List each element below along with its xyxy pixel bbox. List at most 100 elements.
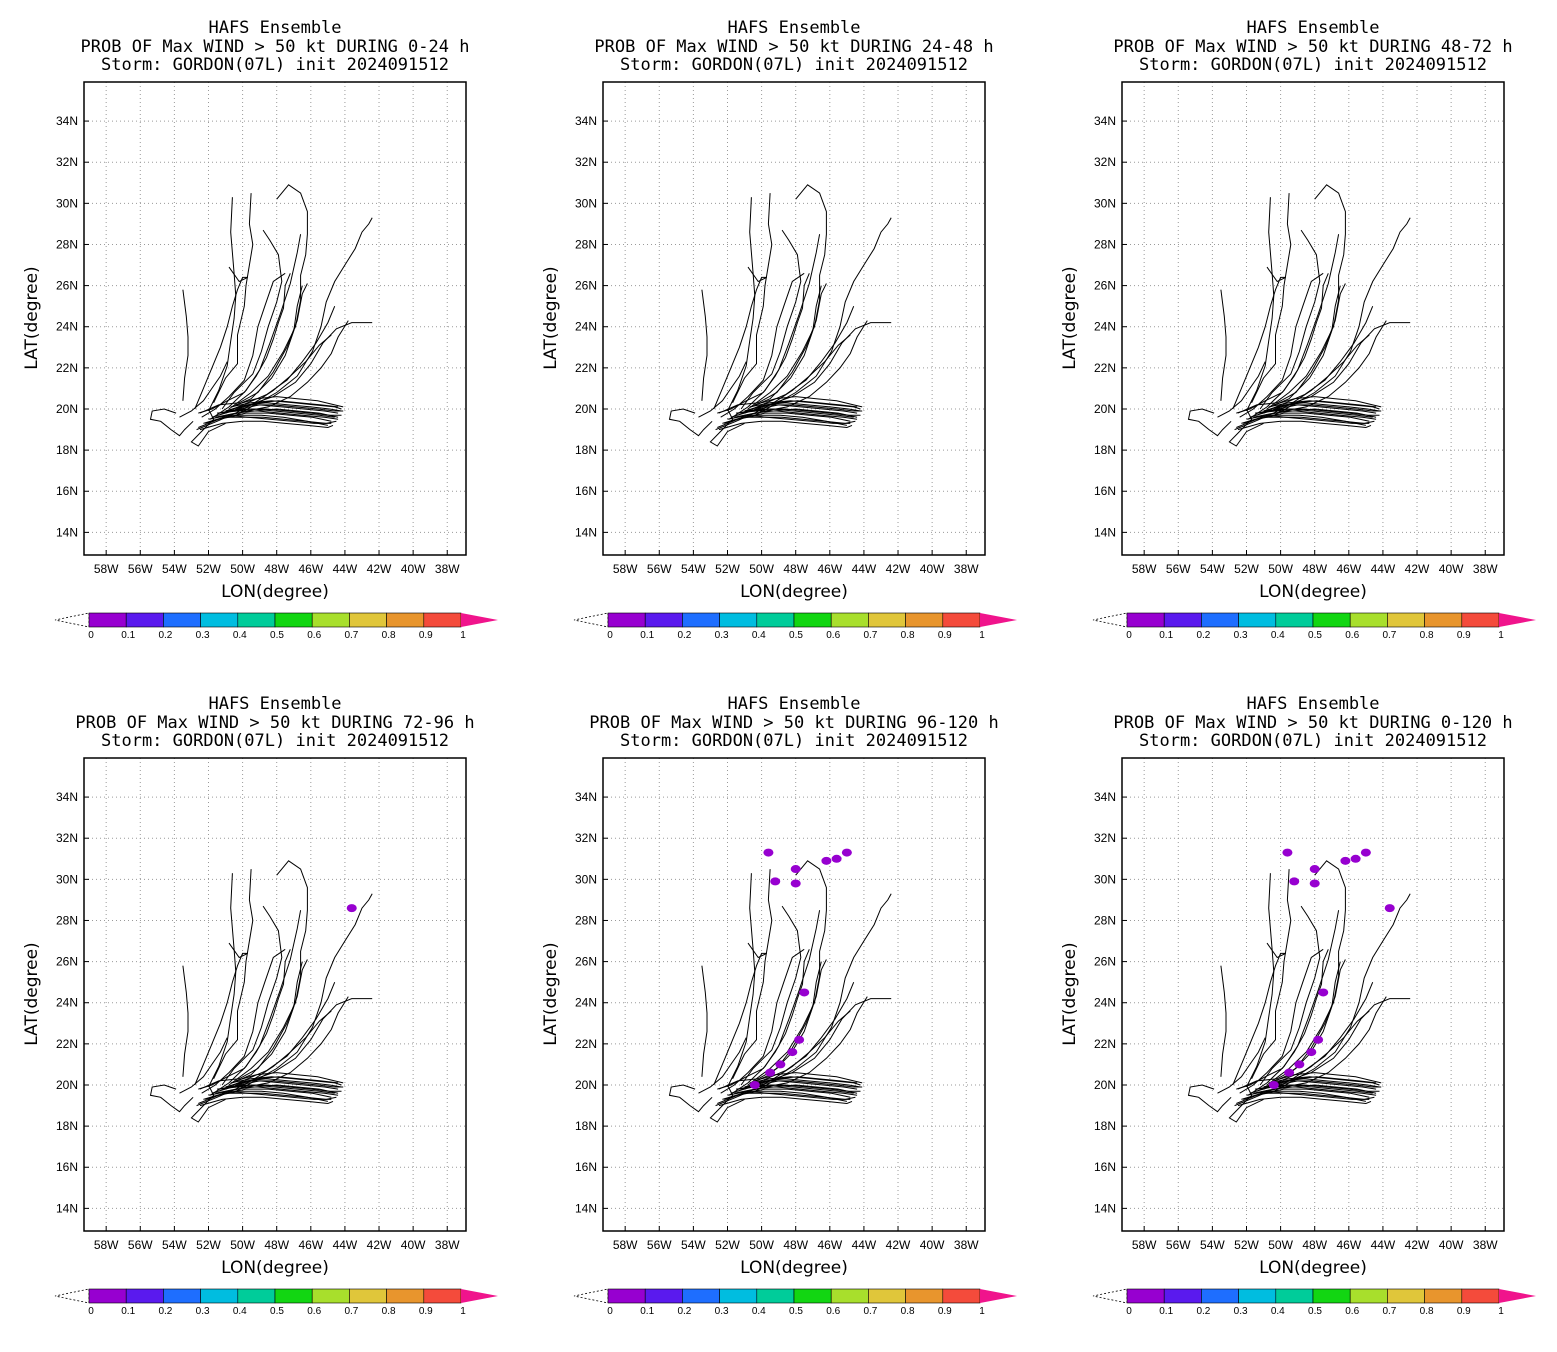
colorbar-label: 0 [1126, 1306, 1132, 1317]
colorbar-segment [274, 612, 313, 628]
colorbar-overflow-arrow [1499, 1289, 1536, 1303]
colorbar-label: 0.7 [1382, 630, 1396, 641]
colorbar-label: 0.3 [715, 630, 729, 641]
track-line [1270, 285, 1341, 408]
y-tick-label: 26N [575, 955, 597, 969]
colorbar-segment [719, 612, 758, 628]
colorbar-label: 0.7 [344, 630, 358, 641]
y-axis-label: LAT(degree) [22, 266, 42, 369]
x-tick-label: 38W [1473, 1238, 1498, 1252]
x-tick-label: 48W [1302, 1238, 1327, 1252]
probability-blob [1282, 848, 1293, 857]
track-line [698, 1037, 747, 1094]
probability-blob [1384, 904, 1395, 913]
track-line [228, 860, 308, 1086]
track-line [728, 910, 821, 1096]
y-tick-label: 30N [56, 872, 78, 886]
colorbar-segment [1201, 612, 1239, 628]
colorbar-label: 0.7 [863, 1306, 877, 1317]
colorbar-label: 0.4 [752, 630, 766, 641]
panel-title: HAFS Ensemble [1246, 694, 1379, 714]
x-tick-label: 52W [1234, 1238, 1259, 1252]
track-line [1254, 410, 1377, 420]
x-tick-label: 54W [1200, 1238, 1225, 1252]
x-tick-label: 42W [367, 562, 392, 576]
y-tick-label: 24N [1094, 320, 1116, 334]
plot-frame [1121, 757, 1505, 1232]
track-line [1246, 873, 1275, 1088]
track-line [208, 414, 332, 424]
colorbar-label: 0.1 [1159, 1306, 1173, 1317]
track-line [232, 285, 303, 408]
track-line [149, 1084, 194, 1113]
track-line [232, 217, 373, 418]
track-line [1241, 416, 1375, 424]
colorbar-label: 0 [1126, 630, 1132, 641]
track-line [218, 982, 336, 1092]
probability-blob [749, 1080, 760, 1089]
x-tick-label: 44W [333, 1238, 358, 1252]
track-line [221, 905, 283, 1086]
y-tick-label: 20N [1094, 1078, 1116, 1092]
x-tick-label: 44W [333, 562, 358, 576]
y-tick-label: 24N [575, 320, 597, 334]
track-line [199, 420, 334, 431]
colorbar-segment [349, 612, 387, 628]
colorbar-segment [830, 1288, 869, 1304]
track-line [208, 1090, 332, 1100]
map-panel-1: HAFS Ensemble PROB OF Max WIND > 50 kt DU… [0, 0, 519, 676]
colorbar-overflow-arrow [980, 613, 1017, 627]
colorbar-overflow-arrow [461, 613, 498, 627]
colorbar-label: 0.2 [677, 1306, 691, 1317]
x-axis-label: LON(degree) [1259, 582, 1367, 602]
x-tick-label: 52W [196, 562, 221, 576]
colorbar-label: 0.1 [640, 630, 654, 641]
x-tick-label: 48W [783, 1238, 808, 1252]
track-line [747, 184, 827, 410]
x-axis-label: LON(degree) [1259, 1258, 1367, 1278]
x-tick-label: 46W [298, 1238, 323, 1252]
track-line [713, 266, 767, 410]
colorbar-label: 0.7 [344, 1306, 358, 1317]
x-tick-label: 38W [954, 562, 979, 576]
track-line [190, 408, 226, 447]
colorbar-segment [311, 612, 350, 628]
colorbar-segment [1126, 1288, 1165, 1304]
track-line [735, 410, 858, 420]
colorbar-label: 0 [607, 630, 613, 641]
track-line [1256, 404, 1377, 414]
track-line [754, 396, 863, 408]
colorbar-label: 0.4 [233, 1306, 247, 1317]
track-line [1237, 420, 1372, 431]
colorbar-segment [274, 1288, 313, 1304]
track-line [225, 1078, 342, 1088]
panel-subtitle: PROB OF Max WIND > 50 kt DURING 0-24 h [81, 37, 470, 57]
probability-blob [763, 848, 774, 857]
track-line [728, 234, 821, 420]
track-line [216, 410, 339, 420]
x-tick-label: 54W [681, 562, 706, 576]
track-line [744, 1078, 861, 1088]
y-tick-label: 18N [1094, 443, 1116, 457]
colorbar-segment [1349, 612, 1388, 628]
x-tick-label: 50W [230, 1238, 255, 1252]
x-tick-label: 56W [647, 1238, 672, 1252]
track-line [232, 404, 344, 412]
colorbar-segment [163, 612, 201, 628]
map-panel-5: HAFS Ensemble PROB OF Max WIND > 50 kt DU… [519, 676, 1038, 1352]
track-line [713, 942, 767, 1086]
x-tick-label: 56W [128, 562, 153, 576]
colorbar-segment [1349, 1288, 1388, 1304]
y-tick-label: 34N [575, 790, 597, 804]
track-line [208, 197, 237, 412]
y-tick-label: 14N [1094, 1201, 1116, 1215]
track-line [1277, 400, 1377, 408]
colorbar-label: 1 [460, 1306, 466, 1317]
x-tick-label: 58W [94, 562, 119, 576]
colorbar-segment [423, 1288, 462, 1304]
y-tick-label: 16N [1094, 484, 1116, 498]
colorbar-underflow-arrow [573, 612, 609, 628]
y-tick-label: 20N [56, 1078, 78, 1092]
x-tick-label: 46W [1336, 1238, 1361, 1252]
